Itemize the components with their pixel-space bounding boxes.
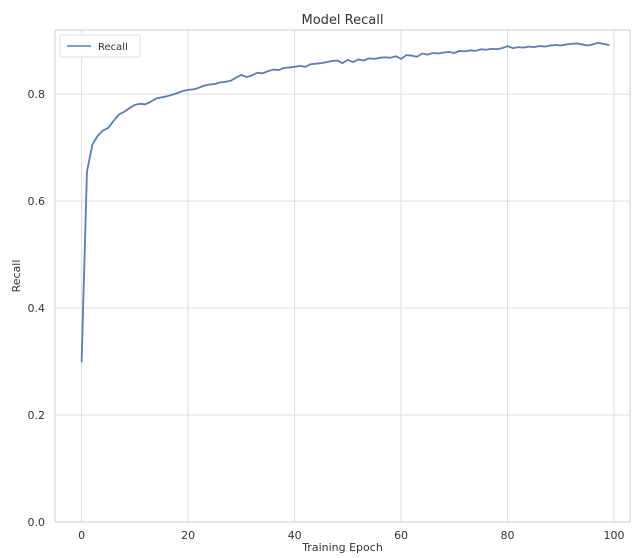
x-axis-label: Training Epoch	[301, 541, 383, 554]
chart-title: Model Recall	[302, 13, 384, 28]
y-tick-labels: 0.0 0.2 0.4 0.6 0.8	[28, 88, 46, 529]
x-tick-label: 20	[181, 529, 195, 542]
y-tick-label: 0.8	[28, 88, 46, 101]
series-line-recall	[80, 41, 610, 363]
series-layer	[80, 41, 610, 363]
legend: Recall	[59, 34, 141, 58]
axes-frame	[54, 29, 631, 523]
x-tick-label: 40	[288, 529, 302, 542]
y-tick-label: 0.4	[28, 302, 46, 315]
y-axis-label: Recall	[10, 260, 23, 293]
y-tick-label: 0.0	[28, 516, 46, 529]
legend-box	[59, 34, 141, 58]
y-tick-label: 0.6	[28, 195, 46, 208]
x-tick-label: 80	[501, 529, 515, 542]
x-tick-label: 100	[604, 529, 625, 542]
x-tick-label: 0	[78, 529, 85, 542]
x-tick-labels: 0 20 40 60 80 100	[78, 529, 624, 542]
x-tick-label: 60	[394, 529, 408, 542]
legend-label-recall: Recall	[98, 42, 128, 53]
y-tick-label: 0.2	[28, 409, 46, 422]
